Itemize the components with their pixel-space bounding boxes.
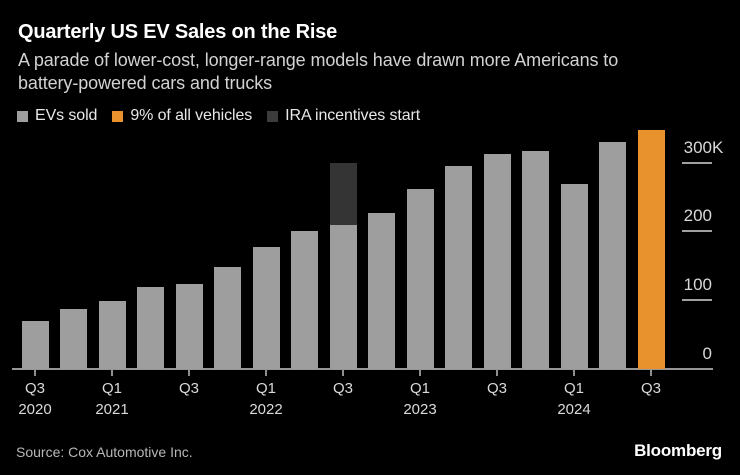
legend-label-ira-incentives: IRA incentives start — [285, 107, 421, 124]
x-axis-tick-q3-2 — [188, 369, 190, 376]
bar-q3-2023 — [483, 153, 511, 369]
x-axis-tick-q1-2021 — [111, 369, 113, 376]
bar-q4-2021 — [214, 266, 241, 369]
x-axis-tick-q3-6 — [496, 369, 498, 376]
chart-title: Quarterly US EV Sales on the Rise — [18, 21, 338, 43]
bar-q3-2022 — [329, 224, 357, 369]
bar-q2-2021 — [137, 287, 164, 369]
legend-swatch-9-percent-icon — [112, 110, 124, 122]
source-note: Source: Cox Automotive Inc. — [16, 444, 193, 460]
legend-label-9-percent: 9% of all vehicles — [130, 107, 253, 124]
y-axis-label-200: 200 — [683, 206, 712, 226]
bar-q3-2024 — [637, 130, 665, 369]
x-axis-line — [12, 367, 713, 370]
bloomberg-logo: Bloomberg — [634, 441, 722, 460]
ira-incentives-start-marker — [329, 162, 357, 225]
legend-label-evs-sold: EVs sold — [35, 107, 98, 124]
bar-q1-2021 — [98, 300, 126, 369]
legend-swatch-evs-sold-icon — [17, 110, 28, 122]
chart-subtitle-line-2: battery-powered cars and trucks — [18, 73, 273, 93]
x-axis-quarter-label: Q1 — [255, 380, 276, 397]
x-axis-tick-q1-2024 — [573, 369, 575, 376]
x-axis-year-label: 2023 — [403, 401, 437, 418]
y-axis-label-300k: 300 K — [683, 137, 724, 157]
x-axis-year-label: 2022 — [249, 401, 283, 418]
legend-swatch-ira-incentives-icon — [267, 110, 279, 122]
bar-q2-2024 — [599, 141, 626, 369]
bar-q2-2022 — [291, 231, 318, 369]
legend-item-evs-sold: EVs sold — [17, 107, 97, 125]
bar-q2-2023 — [445, 166, 472, 369]
chart-subtitle-line-1: A parade of lower-cost, longer-range mod… — [18, 50, 619, 70]
x-axis-year-label: 2024 — [557, 401, 591, 418]
x-axis-quarter-label: Q1 — [101, 380, 122, 397]
x-axis-quarter-label: Q3 — [640, 380, 661, 397]
legend-item-9-percent: 9% of all vehicles — [112, 107, 252, 125]
legend-item-ira-incentives: IRA incentives start — [267, 107, 420, 125]
x-axis-quarter-label: Q1 — [409, 380, 430, 397]
x-axis-tick-q3-4 — [342, 369, 344, 376]
x-axis-quarter-label: Q3 — [486, 380, 507, 397]
chart-subtitle: A parade of lower-cost, longer-range mod… — [18, 49, 618, 95]
x-axis-year-label: 2020 — [18, 401, 52, 418]
bar-q4-2022 — [368, 212, 395, 369]
x-axis-tick-q1-2022 — [265, 369, 267, 376]
x-axis-tick-q1-2023 — [419, 369, 421, 376]
bar-q3-2021 — [175, 283, 203, 369]
y-axis-label-0: 0 — [702, 344, 712, 363]
x-axis-quarter-label: Q3 — [332, 380, 353, 397]
y-gridline-dash-100 — [682, 299, 712, 302]
chart-legend: EVs sold 9% of all vehicles IRA incentiv… — [17, 107, 420, 125]
bar-q3-2020 — [21, 320, 49, 369]
x-axis-year-label: 2021 — [95, 401, 129, 418]
y-gridline-dash-200 — [682, 230, 712, 233]
bar-q1-2022 — [252, 246, 280, 369]
x-axis-tick-q3-8 — [650, 369, 652, 376]
bar-q4-2023 — [522, 150, 549, 369]
y-gridline-dash-300k — [682, 161, 712, 164]
bar-q1-2024 — [560, 183, 588, 369]
x-axis-quarter-label: Q3 — [24, 380, 45, 397]
x-axis-quarter-label: Q3 — [178, 380, 199, 397]
bar-q4-2020 — [60, 309, 87, 369]
x-axis-quarter-label: Q1 — [563, 380, 584, 397]
y-axis-label-100: 100 — [683, 275, 712, 295]
bar-q1-2023 — [406, 189, 434, 369]
x-axis-tick-q3-2020 — [34, 369, 36, 376]
